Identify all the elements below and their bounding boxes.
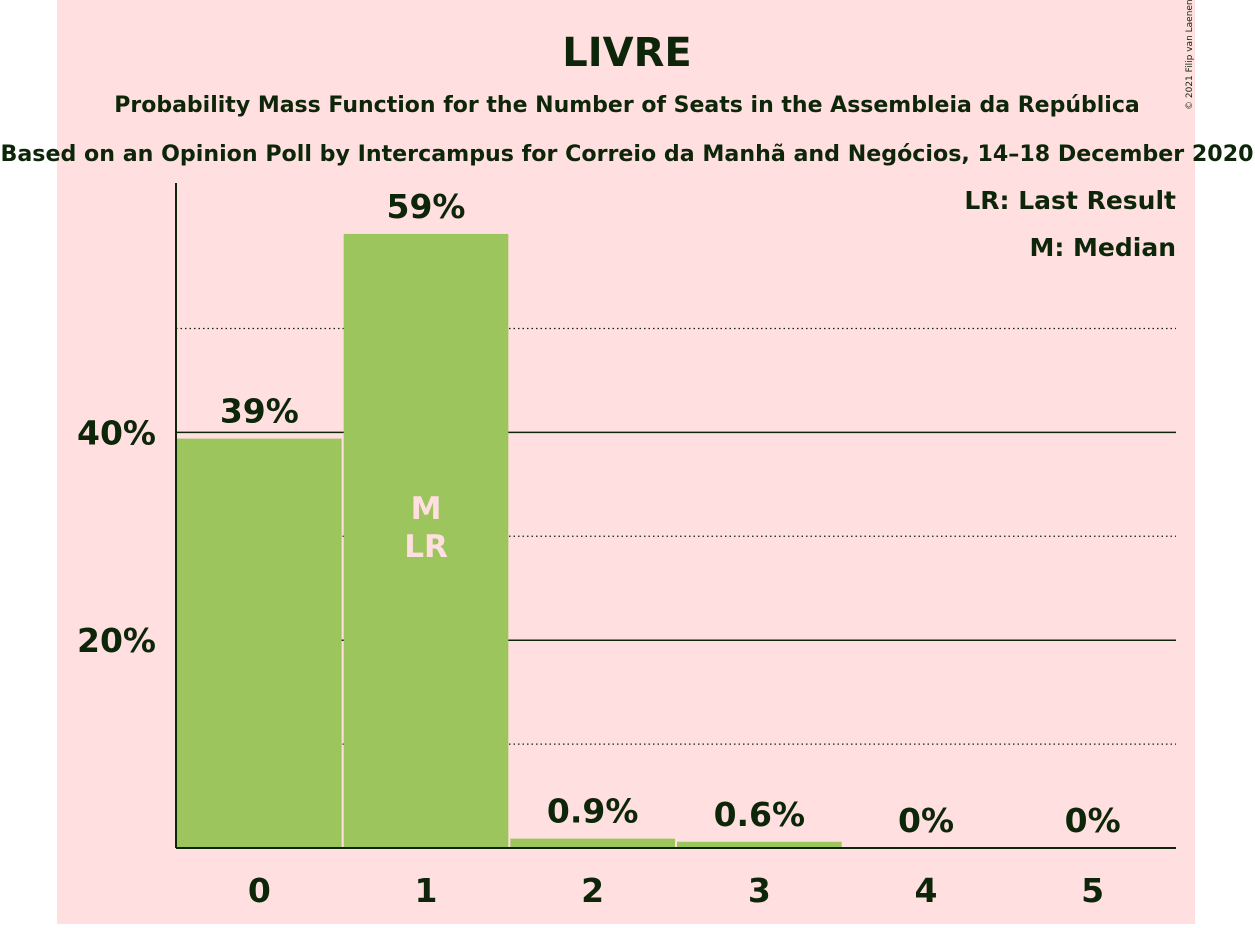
bars xyxy=(177,233,842,848)
legend-entry-last-result: LR: Last Result xyxy=(964,186,1176,215)
x-tick-label-2: 2 xyxy=(581,871,604,910)
x-tick-label-4: 4 xyxy=(915,871,938,910)
copyright-note: © 2021 Filip van Laenen xyxy=(1185,0,1195,110)
x-tick-label-5: 5 xyxy=(1081,871,1104,910)
x-tick-label-0: 0 xyxy=(248,871,271,910)
chart-subtitle-2: Based on an Opinion Poll by Intercampus … xyxy=(1,142,1254,167)
value-label-1: 59% xyxy=(387,187,466,226)
legend-entry-median: M: Median xyxy=(1029,233,1176,262)
bar-3 xyxy=(677,841,842,848)
gridlines xyxy=(176,327,1176,745)
value-label-0: 39% xyxy=(220,392,299,431)
bar-0 xyxy=(177,438,342,848)
y-tick-label-1: 40% xyxy=(77,413,156,452)
y-tick-label-0: 20% xyxy=(77,621,156,660)
x-tick-label-1: 1 xyxy=(415,871,438,910)
legend: LR: Last Result M: Median xyxy=(964,186,1176,262)
value-label-5: 0% xyxy=(1065,801,1121,840)
bar-marker-lr: LR xyxy=(404,529,448,565)
axes: 20% 40% 0 1 2 3 4 5 xyxy=(77,183,1176,910)
data-labels: 39% 59% 0.9% 0.6% 0% 0% MLR xyxy=(220,187,1121,840)
bar-2 xyxy=(510,838,675,848)
chart-subtitle-1: Probability Mass Function for the Number… xyxy=(114,93,1139,118)
value-label-2: 0.9% xyxy=(547,792,639,831)
value-label-3: 0.6% xyxy=(714,795,806,834)
bar-marker-m: M xyxy=(411,491,442,527)
bar-1 xyxy=(343,233,509,848)
x-tick-label-3: 3 xyxy=(748,871,771,910)
value-label-4: 0% xyxy=(898,801,954,840)
chart-title: LIVRE xyxy=(562,30,691,76)
